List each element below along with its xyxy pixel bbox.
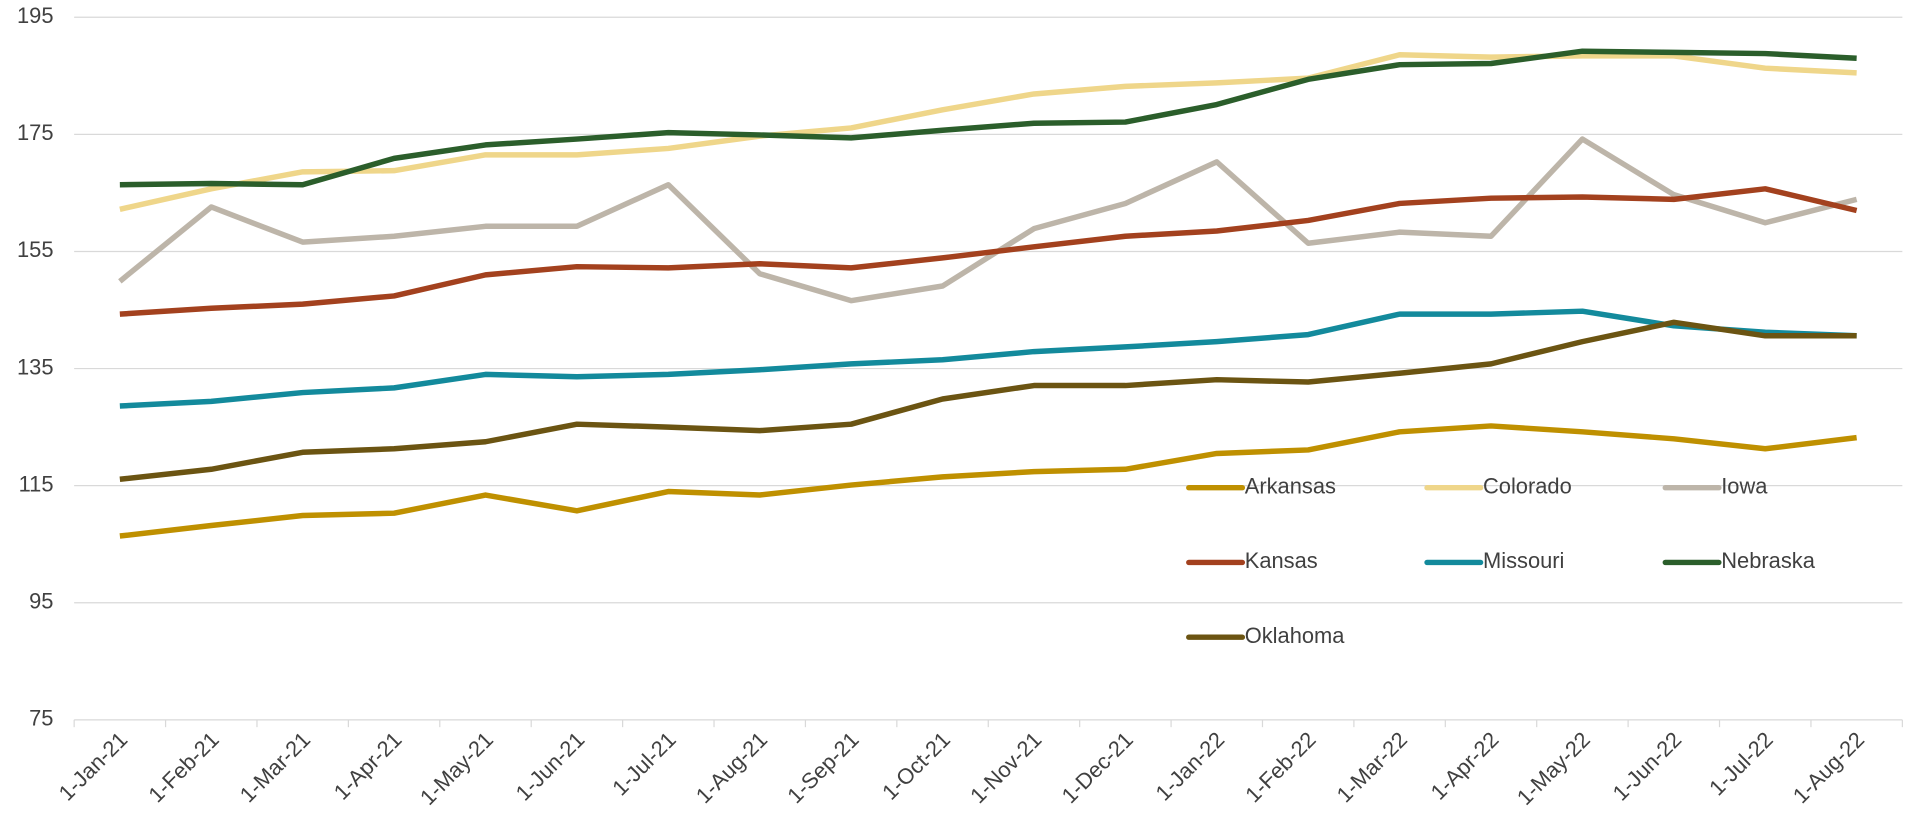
y-tick-label: 95 [29, 589, 53, 614]
x-tick-label: 1-Jun-22 [1608, 727, 1687, 806]
x-tick-label: 1-Aug-22 [1788, 727, 1869, 808]
x-tick-label: 1-May-22 [1512, 727, 1595, 810]
legend-label: Nebraska [1721, 548, 1815, 573]
x-tick-label: 1-Feb-22 [1240, 727, 1320, 807]
x-tick-label: 1-Oct-21 [877, 727, 955, 805]
y-tick-label: 115 [19, 471, 54, 496]
series-line [120, 322, 1857, 479]
chart: 75951151351551751951-Jan-211-Feb-211-Mar… [0, 0, 1906, 821]
x-tick-label: 1-Mar-21 [235, 727, 315, 807]
x-tick-label: 1-Apr-21 [329, 727, 407, 805]
x-tick-label: 1-Jun-21 [511, 727, 590, 806]
legend-label: Arkansas [1245, 473, 1336, 498]
y-tick-label: 175 [17, 120, 54, 145]
series-line [120, 51, 1857, 184]
x-tick-label: 1-Jan-21 [54, 727, 133, 806]
legend-label: Iowa [1721, 473, 1768, 498]
y-tick-label: 135 [17, 354, 54, 379]
x-tick-label: 1-Apr-22 [1426, 727, 1504, 805]
x-tick-label: 1-Dec-21 [1057, 727, 1138, 808]
legend-label: Colorado [1483, 473, 1572, 498]
x-tick-label: 1-Jan-22 [1151, 727, 1230, 806]
legend-label: Missouri [1483, 548, 1564, 573]
x-tick-label: 1-May-21 [415, 727, 498, 810]
series-line [120, 55, 1857, 210]
y-tick-label: 195 [17, 3, 54, 28]
x-tick-label: 1-Sep-21 [782, 727, 863, 808]
x-tick-label: 1-Feb-21 [143, 727, 223, 807]
y-tick-label: 75 [29, 706, 53, 731]
series-line [120, 426, 1857, 536]
x-tick-label: 1-Aug-21 [691, 727, 772, 808]
x-tick-label: 1-Mar-22 [1332, 727, 1412, 807]
y-tick-label: 155 [17, 237, 54, 262]
x-tick-label: 1-Jul-21 [607, 727, 681, 801]
x-tick-label: 1-Jul-22 [1704, 727, 1778, 801]
x-tick-label: 1-Nov-21 [965, 727, 1046, 808]
legend-label: Oklahoma [1245, 623, 1346, 648]
legend-label: Kansas [1245, 548, 1318, 573]
